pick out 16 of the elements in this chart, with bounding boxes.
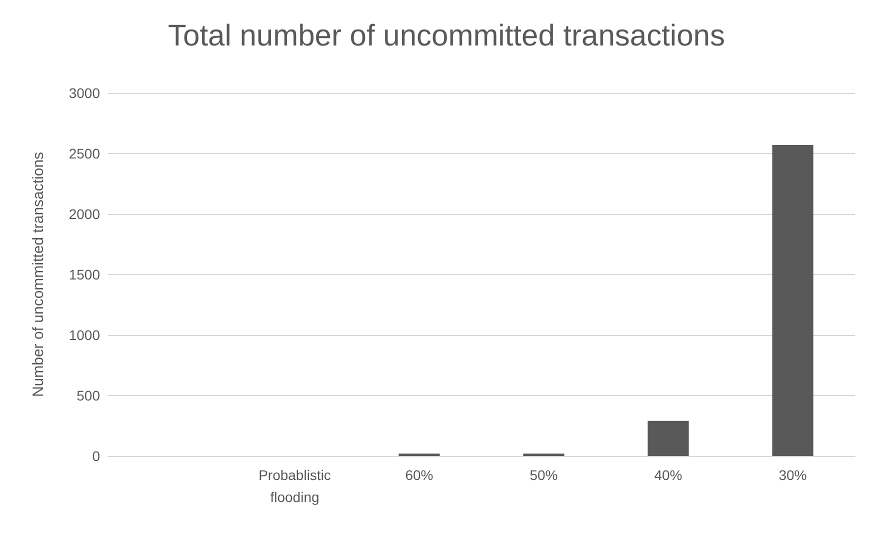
chart-title: Total number of uncommitted transactions bbox=[168, 20, 725, 52]
y-tick-label: 1500 bbox=[68, 266, 100, 282]
x-tick-label: 40% bbox=[654, 467, 682, 483]
y-tick-label: 2500 bbox=[68, 146, 100, 162]
y-axis-title: Number of uncommitted transactions bbox=[30, 152, 47, 398]
x-tick-label: Probablistic flooding bbox=[258, 467, 331, 505]
y-tick-label: 0 bbox=[92, 448, 100, 464]
x-tick-label: 50% bbox=[530, 467, 558, 483]
y-tick-label: 1000 bbox=[68, 327, 100, 343]
bar bbox=[772, 145, 814, 456]
y-tick-label: 3000 bbox=[68, 85, 100, 101]
bar bbox=[648, 420, 689, 456]
x-tick-label: 30% bbox=[778, 467, 807, 483]
y-tick-label: 500 bbox=[76, 388, 100, 404]
x-tick-label: 60% bbox=[405, 467, 434, 483]
y-tick-label: 2000 bbox=[68, 206, 100, 222]
